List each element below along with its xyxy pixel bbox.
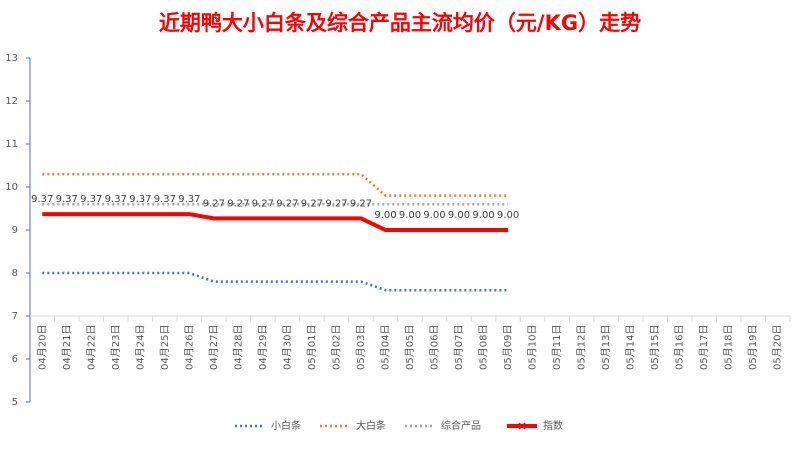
y-tick-label: 6 bbox=[12, 354, 18, 365]
x-tick-label: 05月02日 bbox=[330, 325, 342, 370]
legend-label: 小白条 bbox=[271, 419, 301, 432]
x-tick-label: 05月03日 bbox=[355, 325, 367, 370]
data-label: 9.27 bbox=[203, 198, 225, 209]
y-tick-label: 11 bbox=[5, 139, 18, 150]
data-label: 9.37 bbox=[105, 194, 127, 205]
x-tick-label: 04月20日 bbox=[36, 325, 48, 370]
data-label: 9.00 bbox=[448, 210, 470, 221]
y-tick-label: 7 bbox=[12, 311, 18, 322]
x-tick-label: 05月01日 bbox=[306, 325, 318, 370]
data-label: 9.37 bbox=[154, 194, 176, 205]
data-label: 9.27 bbox=[227, 198, 249, 209]
x-tick-label: 05月12日 bbox=[576, 325, 588, 370]
x-tick-label: 04月24日 bbox=[134, 325, 146, 370]
data-label: 9.27 bbox=[301, 198, 323, 209]
data-label: 9.27 bbox=[276, 198, 298, 209]
x-tick-label: 05月11日 bbox=[551, 325, 563, 370]
x-tick-label: 05月04日 bbox=[379, 325, 391, 370]
y-tick-label: 9 bbox=[12, 225, 18, 236]
x-tick-label: 04月27日 bbox=[208, 325, 220, 370]
data-label: 9.27 bbox=[325, 198, 347, 209]
legend-label: 指数 bbox=[543, 419, 563, 432]
x-tick-label: 04月28日 bbox=[232, 325, 244, 370]
legend-label: 大白条 bbox=[356, 419, 386, 432]
series-line bbox=[42, 172, 509, 197]
data-label: 9.00 bbox=[423, 210, 445, 221]
x-tick-label: 05月20日 bbox=[772, 325, 784, 370]
x-tick-label: 05月06日 bbox=[429, 325, 441, 370]
data-label: 9.00 bbox=[472, 210, 494, 221]
x-tick-label: 05月10日 bbox=[527, 325, 539, 370]
data-label: 9.00 bbox=[497, 210, 519, 221]
data-label: 9.37 bbox=[80, 194, 102, 205]
chart-title: 近期鸭大小白条及综合产品主流均价（元/KG）走势 bbox=[159, 11, 641, 35]
data-label: 9.37 bbox=[56, 194, 78, 205]
x-tick-label: 05月14日 bbox=[625, 325, 637, 370]
x-tick-label: 05月07日 bbox=[453, 325, 465, 370]
data-label: 9.37 bbox=[31, 194, 53, 205]
data-label: 9.37 bbox=[178, 194, 200, 205]
x-tick-label: 04月25日 bbox=[159, 325, 171, 370]
y-tick-label: 13 bbox=[5, 53, 18, 64]
data-label: 9.37 bbox=[129, 194, 151, 205]
x-tick-label: 04月26日 bbox=[183, 325, 195, 370]
x-tick-label: 05月19日 bbox=[747, 325, 759, 370]
data-label: 9.27 bbox=[252, 198, 274, 209]
y-tick-label: 5 bbox=[12, 397, 18, 408]
x-tick-label: 04月29日 bbox=[257, 325, 269, 370]
data-label: 9.00 bbox=[374, 210, 396, 221]
x-tick-label: 05月08日 bbox=[478, 325, 490, 370]
data-label: 9.27 bbox=[350, 198, 372, 209]
x-tick-label: 04月30日 bbox=[281, 325, 293, 370]
legend-marker bbox=[518, 422, 526, 430]
x-tick-label: 05月18日 bbox=[723, 325, 735, 370]
x-tick-label: 05月05日 bbox=[404, 325, 416, 370]
x-tick-label: 04月23日 bbox=[110, 325, 122, 370]
series-line bbox=[42, 271, 509, 292]
x-tick-label: 05月09日 bbox=[502, 325, 514, 370]
x-tick-label: 05月16日 bbox=[674, 325, 686, 370]
x-tick-label: 04月22日 bbox=[85, 325, 97, 370]
y-tick-label: 8 bbox=[12, 268, 18, 279]
legend-label: 综合产品 bbox=[441, 419, 481, 432]
data-label: 9.00 bbox=[399, 210, 421, 221]
x-tick-label: 05月17日 bbox=[698, 325, 710, 370]
series-line bbox=[42, 212, 509, 232]
x-tick-label: 05月15日 bbox=[649, 325, 661, 370]
x-tick-label: 04月21日 bbox=[61, 325, 73, 370]
x-tick-label: 05月13日 bbox=[600, 325, 612, 370]
y-tick-label: 10 bbox=[5, 182, 18, 193]
y-tick-label: 12 bbox=[5, 96, 18, 107]
